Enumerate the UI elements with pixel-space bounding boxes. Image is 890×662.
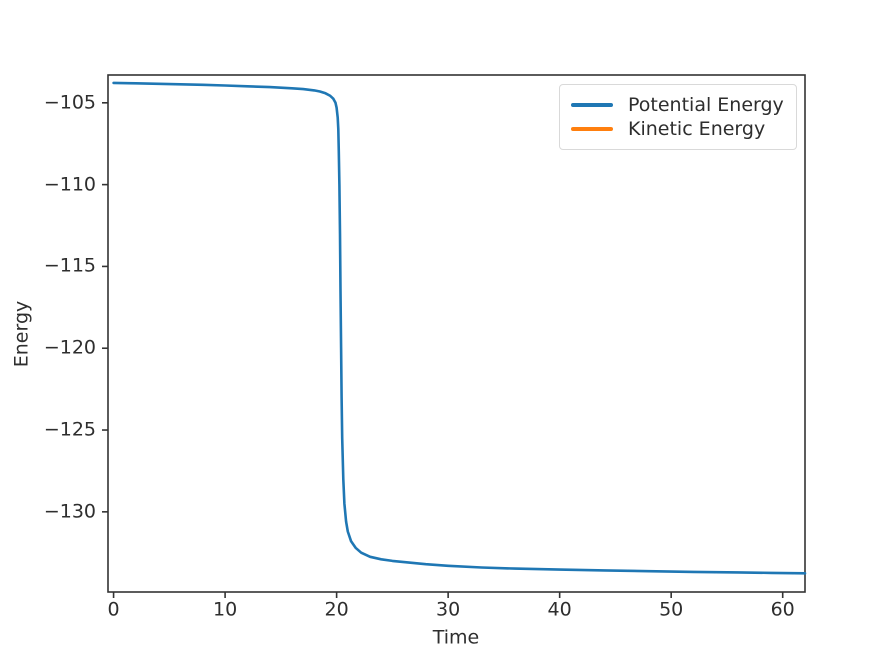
y-tick-label: −115 <box>43 254 96 277</box>
series-line-potential-energy <box>112 81 807 575</box>
x-tick-label: 10 <box>213 598 238 621</box>
y-tick-label: −105 <box>43 91 96 114</box>
legend-line-swatch <box>571 103 613 107</box>
legend-label: Kinetic Energy <box>628 117 766 140</box>
x-tick-label: 50 <box>659 598 684 621</box>
x-tick-label: 40 <box>547 598 572 621</box>
y-tick-label: −110 <box>43 173 96 196</box>
x-tick-label: 0 <box>107 598 120 621</box>
x-tick-label: 30 <box>436 598 461 621</box>
x-tick-label: 20 <box>324 598 349 621</box>
legend-line-swatch <box>571 127 613 131</box>
legend-label: Potential Energy <box>628 93 784 116</box>
legend-item: Potential Energy <box>571 93 786 117</box>
legend-item: Kinetic Energy <box>571 117 786 141</box>
y-tick-label: −120 <box>43 336 96 359</box>
axes-spines <box>107 74 806 593</box>
x-axis-label: Time <box>432 626 480 649</box>
legend: Potential Energy Kinetic Energy <box>559 84 797 150</box>
y-tick-label: −130 <box>43 500 96 523</box>
y-tick-label: −125 <box>43 418 96 441</box>
y-axis-label: Energy <box>10 300 33 368</box>
x-tick-label: 60 <box>770 598 795 621</box>
